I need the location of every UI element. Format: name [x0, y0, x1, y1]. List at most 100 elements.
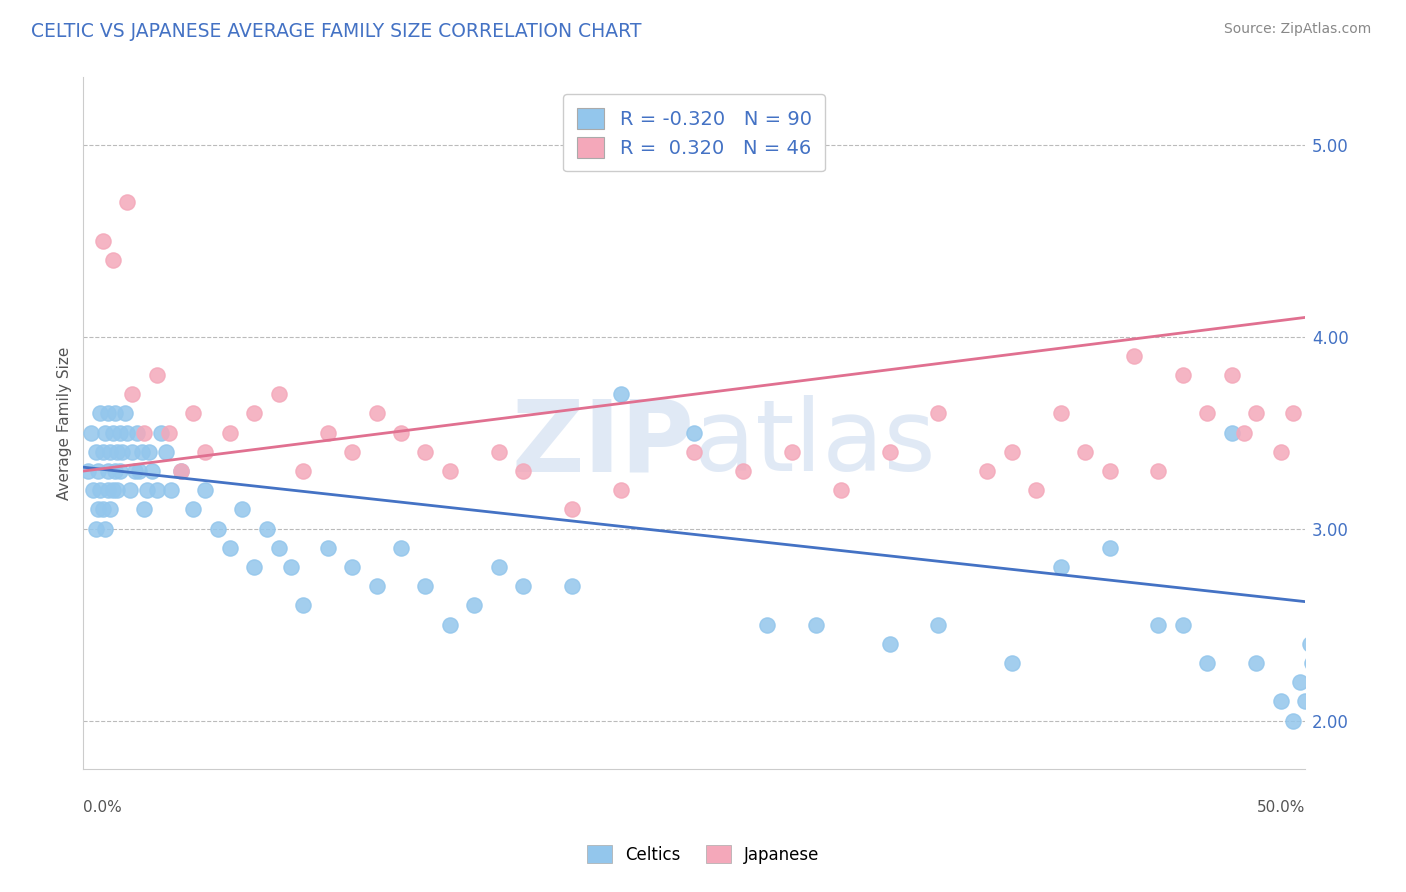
Point [128, 464, 150, 478]
Point [87, 502, 110, 516]
Point [87, 464, 110, 478]
Point [98, 502, 121, 516]
Point [1306, 617, 1329, 632]
Point [1270, 694, 1292, 708]
Point [155, 445, 177, 459]
Point [82, 483, 104, 498]
Point [145, 368, 167, 382]
Point [389, 541, 412, 555]
Y-axis label: Average Family Size: Average Family Size [58, 346, 72, 500]
Point [316, 425, 339, 440]
Point [1025, 483, 1047, 498]
Point [830, 483, 852, 498]
Point [181, 502, 204, 516]
Point [439, 464, 461, 478]
Point [170, 464, 193, 478]
Point [439, 617, 461, 632]
Point [512, 579, 534, 593]
Point [117, 195, 139, 210]
Point [488, 445, 510, 459]
Point [1367, 714, 1389, 728]
Point [131, 445, 153, 459]
Point [111, 445, 134, 459]
Point [135, 483, 157, 498]
Point [610, 387, 633, 401]
Point [124, 464, 146, 478]
Point [89, 483, 111, 498]
Point [1330, 368, 1353, 382]
Point [101, 483, 124, 498]
Legend: Celtics, Japanese: Celtics, Japanese [581, 838, 825, 871]
Point [731, 464, 754, 478]
Point [150, 425, 173, 440]
Point [1001, 656, 1024, 670]
Point [683, 445, 706, 459]
Text: 0.0%: 0.0% [83, 800, 122, 814]
Point [316, 541, 339, 555]
Point [121, 387, 143, 401]
Point [415, 445, 437, 459]
Point [1270, 445, 1292, 459]
Point [79, 425, 101, 440]
Point [1233, 425, 1256, 440]
Point [780, 445, 803, 459]
Point [1294, 694, 1316, 708]
Point [91, 445, 114, 459]
Point [194, 445, 217, 459]
Point [108, 425, 131, 440]
Point [1281, 714, 1303, 728]
Point [84, 522, 107, 536]
Point [107, 483, 129, 498]
Point [104, 407, 127, 421]
Point [97, 483, 120, 498]
Point [89, 407, 111, 421]
Point [561, 502, 583, 516]
Point [97, 407, 120, 421]
Point [97, 464, 120, 478]
Point [91, 502, 114, 516]
Point [145, 483, 167, 498]
Point [1244, 407, 1267, 421]
Point [1281, 407, 1303, 421]
Point [219, 541, 242, 555]
Point [1343, 675, 1365, 690]
Point [117, 425, 139, 440]
Point [1197, 656, 1219, 670]
Point [243, 560, 266, 574]
Point [243, 407, 266, 421]
Point [488, 560, 510, 574]
Point [107, 445, 129, 459]
Point [94, 425, 117, 440]
Point [806, 617, 828, 632]
Point [108, 464, 131, 478]
Point [512, 464, 534, 478]
Point [134, 425, 156, 440]
Point [170, 464, 193, 478]
Point [181, 407, 204, 421]
Point [1049, 560, 1071, 574]
Point [267, 541, 290, 555]
Point [340, 445, 363, 459]
Point [157, 425, 180, 440]
Point [98, 445, 121, 459]
Point [1171, 368, 1194, 382]
Point [389, 425, 412, 440]
Point [1001, 445, 1024, 459]
Point [280, 560, 302, 574]
Legend: R = -0.320   N = 90, R =  0.320   N = 46: R = -0.320 N = 90, R = 0.320 N = 46 [564, 94, 825, 171]
Point [463, 599, 485, 613]
Point [292, 599, 315, 613]
Point [1098, 541, 1121, 555]
Point [1098, 464, 1121, 478]
Point [1299, 637, 1322, 651]
Point [1392, 694, 1406, 708]
Point [207, 522, 229, 536]
Point [134, 502, 156, 516]
Point [125, 425, 148, 440]
Point [415, 579, 437, 593]
Point [1301, 656, 1323, 670]
Point [77, 464, 100, 478]
Point [366, 579, 388, 593]
Point [1147, 464, 1170, 478]
Point [1074, 445, 1097, 459]
